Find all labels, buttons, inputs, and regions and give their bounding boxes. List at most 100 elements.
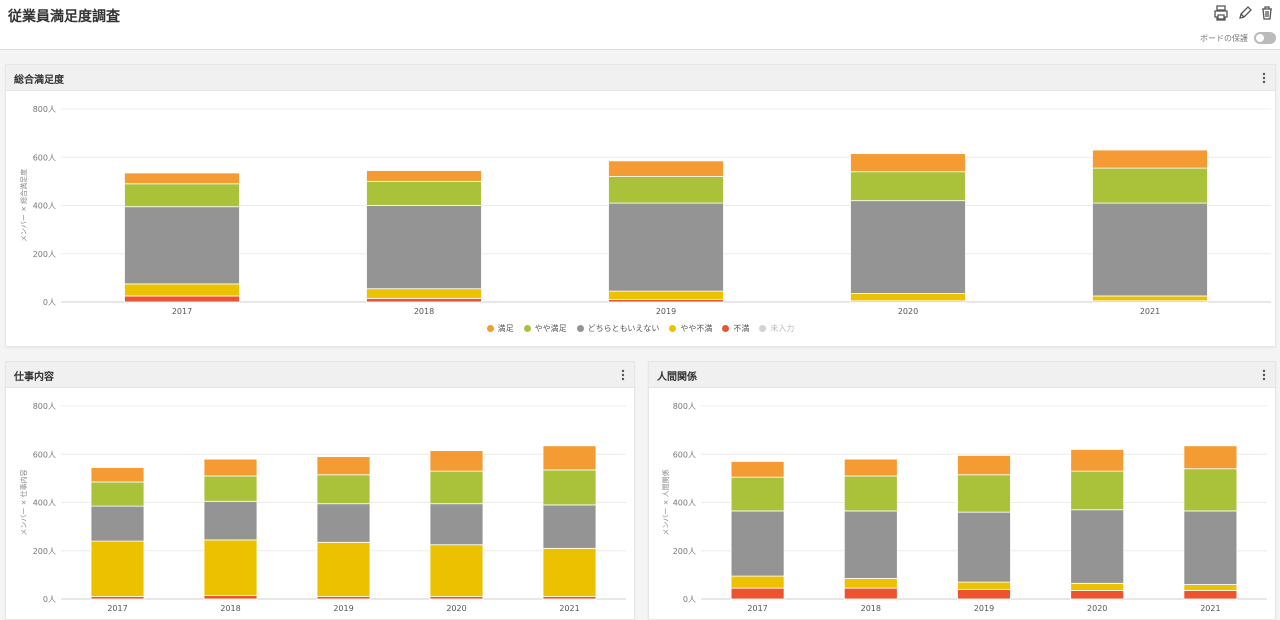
x-tick-label: 2017 bbox=[747, 604, 767, 613]
bar-segment[interactable] bbox=[542, 469, 597, 506]
bar-segment[interactable] bbox=[730, 575, 785, 589]
bar-segment[interactable] bbox=[1092, 295, 1208, 302]
bar-segment[interactable] bbox=[957, 511, 1011, 583]
bar-segment[interactable] bbox=[203, 475, 258, 502]
bar-segment[interactable] bbox=[1070, 449, 1125, 472]
bar-segment[interactable] bbox=[730, 587, 785, 600]
bar-segment[interactable] bbox=[608, 160, 724, 177]
y-tick-label: 400人 bbox=[33, 202, 56, 211]
kebab-menu-icon[interactable] bbox=[618, 367, 628, 383]
bar-segment[interactable] bbox=[1183, 468, 1238, 512]
bar-segment[interactable] bbox=[1183, 510, 1238, 585]
bar-segment[interactable] bbox=[366, 297, 482, 303]
x-tick-label: 2019 bbox=[333, 604, 353, 613]
bar-segment[interactable] bbox=[1092, 167, 1208, 204]
bar-segment[interactable] bbox=[730, 510, 785, 577]
y-tick-label: 400人 bbox=[33, 499, 56, 508]
bar-segment[interactable] bbox=[316, 456, 371, 476]
bar-segment[interactable] bbox=[843, 587, 898, 600]
bar-segment[interactable] bbox=[1070, 470, 1125, 511]
bar-segment[interactable] bbox=[957, 588, 1011, 600]
bar-segment[interactable] bbox=[203, 539, 258, 596]
x-tick-label: 2017 bbox=[107, 604, 127, 613]
legend-swatch bbox=[669, 325, 677, 332]
bar-segment[interactable] bbox=[730, 461, 785, 478]
bar-segment[interactable] bbox=[957, 474, 1011, 513]
pencil-icon[interactable] bbox=[1237, 5, 1253, 21]
bar-segment[interactable] bbox=[429, 470, 484, 505]
bar-segment[interactable] bbox=[730, 476, 785, 512]
legend-swatch bbox=[486, 325, 494, 332]
legend-item[interactable]: どちらともいえない bbox=[576, 323, 660, 334]
bar-segment[interactable] bbox=[203, 500, 258, 541]
bar-segment[interactable] bbox=[1183, 445, 1238, 470]
panel-title: 人間関係 bbox=[657, 372, 697, 383]
y-tick-label: 0人 bbox=[43, 298, 56, 307]
print-icon[interactable] bbox=[1213, 5, 1229, 21]
bar-segment[interactable] bbox=[542, 504, 597, 549]
bar-segment[interactable] bbox=[429, 503, 484, 546]
bar-segment[interactable] bbox=[542, 547, 597, 597]
bar-segment[interactable] bbox=[1092, 202, 1208, 297]
bar-segment[interactable] bbox=[124, 206, 240, 285]
bar-segment[interactable] bbox=[316, 503, 371, 543]
bar-segment[interactable] bbox=[90, 505, 145, 542]
bar-segment[interactable] bbox=[203, 458, 258, 477]
bar-segment[interactable] bbox=[1070, 509, 1125, 584]
top-bar: 従業員満足度調査 ボードの保護 bbox=[0, 0, 1280, 50]
bar-segment[interactable] bbox=[957, 581, 1011, 590]
trash-icon[interactable] bbox=[1259, 5, 1275, 21]
bar-segment[interactable] bbox=[124, 283, 240, 297]
bar-segment[interactable] bbox=[429, 450, 484, 472]
bar-segment[interactable] bbox=[366, 170, 482, 182]
bar-segment[interactable] bbox=[608, 290, 724, 300]
bar-segment[interactable] bbox=[366, 288, 482, 299]
bar-segment[interactable] bbox=[90, 481, 145, 507]
y-tick-label: 800人 bbox=[33, 105, 56, 114]
x-tick-label: 2018 bbox=[414, 307, 434, 316]
bar-segment[interactable] bbox=[1183, 584, 1238, 591]
legend-item[interactable]: 不満 bbox=[722, 323, 749, 334]
board-protection-toggle[interactable] bbox=[1254, 32, 1276, 44]
bar-segment[interactable] bbox=[608, 202, 724, 292]
kebab-menu-icon[interactable] bbox=[1259, 70, 1269, 86]
bar-segment[interactable] bbox=[850, 171, 966, 202]
bar-segment[interactable] bbox=[1070, 582, 1125, 591]
bar-segment[interactable] bbox=[429, 544, 484, 597]
bar-segment[interactable] bbox=[843, 578, 898, 589]
legend-item[interactable]: やや満足 bbox=[523, 323, 567, 334]
bar-segment[interactable] bbox=[203, 594, 258, 600]
x-tick-label: 2020 bbox=[1087, 604, 1107, 613]
bar-segment[interactable] bbox=[124, 183, 240, 208]
y-tick-label: 400人 bbox=[673, 499, 696, 508]
bar-segment[interactable] bbox=[90, 540, 145, 597]
legend-item[interactable]: 満足 bbox=[486, 323, 514, 334]
legend-item[interactable]: やや不満 bbox=[669, 323, 712, 334]
bar-segment[interactable] bbox=[124, 295, 240, 303]
bar-segment[interactable] bbox=[90, 467, 145, 483]
bar-segment[interactable] bbox=[124, 172, 240, 185]
bar-segment[interactable] bbox=[843, 510, 898, 579]
page-title: 従業員満足度調査 bbox=[8, 9, 120, 25]
bar-segment[interactable] bbox=[850, 200, 966, 294]
bar-segment[interactable] bbox=[608, 176, 724, 204]
bar-segment[interactable] bbox=[1092, 149, 1208, 169]
bar-segment[interactable] bbox=[843, 458, 898, 477]
bar-segment[interactable] bbox=[366, 205, 482, 290]
x-tick-label: 2021 bbox=[1200, 604, 1220, 613]
legend-label: どちらともいえない bbox=[587, 324, 660, 333]
bar-segment[interactable] bbox=[850, 293, 966, 302]
kebab-menu-icon[interactable] bbox=[1259, 367, 1269, 383]
bar-segment[interactable] bbox=[1183, 590, 1238, 600]
bar-segment[interactable] bbox=[542, 445, 597, 471]
bar-segment[interactable] bbox=[316, 541, 371, 597]
bar-segment[interactable] bbox=[316, 474, 371, 505]
bar-segment[interactable] bbox=[1070, 590, 1125, 600]
bar-segment[interactable] bbox=[850, 153, 966, 173]
bar-segment[interactable] bbox=[366, 180, 482, 206]
legend-item[interactable]: 未入力 bbox=[759, 323, 794, 334]
bar-segment[interactable] bbox=[843, 475, 898, 512]
bar-segment[interactable] bbox=[957, 455, 1011, 476]
x-tick-label: 2017 bbox=[172, 307, 192, 316]
